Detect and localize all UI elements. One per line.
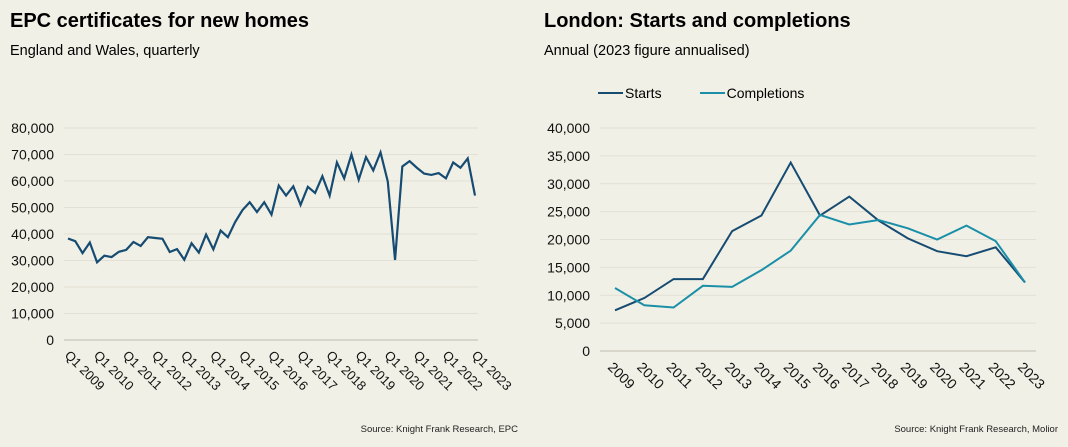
x-tick-label: 2017 [839,359,872,392]
y-tick-label: 80,000 [11,120,54,136]
y-tick-label: 15,000 [547,259,590,275]
legend-item-completions: Completions [699,85,805,101]
legend-swatch-starts [598,91,623,95]
chart-source: Source: Knight Frank Research, EPC [360,424,518,435]
y-tick-label: 30,000 [547,176,590,192]
x-tick-label: 2016 [810,359,843,392]
london-line-chart: 0 5,000 10,000 15,000 20,000 25,000 30,000 35,0… [547,120,1048,392]
x-tick-label: 2022 [986,359,1019,392]
y-tick-label: 60,000 [11,173,54,189]
y-tick-label: 40,000 [547,120,590,136]
chart-legend: Starts Completions [598,85,842,101]
epc-chart-panel: EPC certificates for new homes England a… [10,10,518,435]
legend-item-starts: Starts [598,85,662,101]
x-tick-label: 2021 [956,359,989,392]
x-tick-label: 2023 [1015,359,1048,392]
london-chart-panel: London: Starts and completions Annual (2… [534,0,1068,447]
epc-line-chart: 0 10,000 20,000 30,000 40,000 50,000 60,000 70,… [11,120,515,393]
chart-title: EPC certificates for new homes [10,10,309,32]
series-line-starts [614,160,1026,312]
y-tick-label: 35,000 [547,148,590,164]
y-tick-label: 0 [582,343,590,359]
x-tick-label: 2018 [868,359,901,392]
x-tick-label: 2013 [722,359,755,392]
x-tick-label: 2009 [605,359,638,392]
chart-source: Source: Knight Frank Research, Molior [894,424,1058,435]
x-tick-label: 2012 [693,359,726,392]
y-tick-label: 30,000 [11,253,54,269]
legend-label: Completions [726,85,805,101]
y-tick-label: 20,000 [11,279,54,295]
y-tick-label: 25,000 [547,204,590,220]
legend-label: Starts [625,85,662,101]
chart-subtitle: Annual (2023 figure annualised) [544,43,750,59]
y-tick-label: 0 [46,332,54,348]
x-tick-label: 2020 [927,359,960,392]
y-tick-label: 70,000 [11,147,54,163]
x-tick-label: 2010 [634,359,667,392]
y-tick-label: 40,000 [11,226,54,242]
chart-subtitle: England and Wales, quarterly [10,43,200,59]
y-tick-label: 50,000 [11,200,54,216]
x-tick-label: 2011 [663,359,696,392]
legend-swatch-completions [699,91,725,95]
y-tick-label: 10,000 [547,287,590,303]
series-line-epc [67,148,477,265]
y-tick-label: 5,000 [555,315,590,331]
series-line-completions [614,213,1026,309]
y-tick-label: 20,000 [547,232,590,248]
x-tick-label: 2015 [781,359,814,392]
y-tick-label: 10,000 [11,306,54,322]
x-tick-label: 2014 [751,359,784,392]
chart-title: London: Starts and completions [544,10,851,32]
x-tick-label: 2019 [898,359,931,392]
